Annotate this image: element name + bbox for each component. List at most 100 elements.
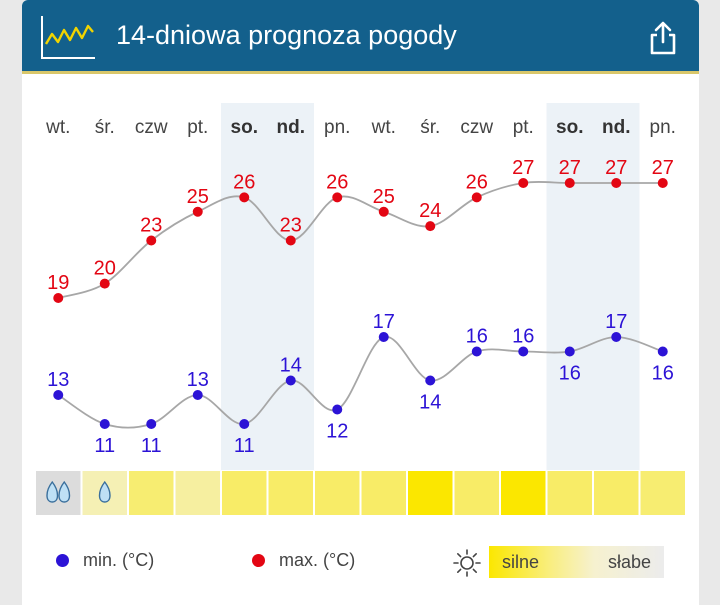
min-temp-point — [378, 332, 389, 342]
min-temp-label: 16 — [512, 326, 534, 348]
weekend-band — [593, 103, 640, 470]
max-temp-point — [192, 206, 203, 217]
sun-icon — [453, 549, 481, 577]
max-temp-label: 26 — [326, 171, 348, 193]
legend-min-marker — [56, 554, 69, 567]
max-temp-point — [239, 192, 250, 203]
max-temp-label: 23 — [140, 215, 162, 237]
day-label: so. — [556, 117, 583, 138]
max-temp-point — [99, 278, 110, 289]
rain-drop-icon — [58, 480, 71, 503]
max-temp-point — [657, 178, 668, 188]
sun-cell — [594, 471, 639, 515]
sun-cell — [315, 471, 360, 515]
max-temp-point — [285, 235, 296, 246]
day-label: czw — [460, 117, 493, 138]
max-temp-point — [53, 293, 64, 303]
min-temp-point — [192, 390, 203, 400]
max-temp-point — [425, 221, 436, 232]
day-label: śr. — [95, 117, 115, 138]
day-label: pn. — [650, 117, 676, 138]
max-temp-label: 25 — [187, 186, 209, 208]
rain-drop-icon — [46, 480, 59, 503]
min-temp-label: 14 — [280, 355, 302, 377]
max-temp-label: 27 — [559, 157, 581, 179]
max-temp-label: 27 — [512, 157, 534, 179]
sun-cell — [129, 471, 174, 515]
min-temp-label: 11 — [94, 435, 115, 457]
min-temp-label: 17 — [605, 311, 627, 333]
forecast-card: 14-dniowa prognoza pogody wt. śr. czw pt. so… — [22, 0, 699, 605]
max-temp-label: 26 — [466, 171, 488, 193]
min-temp-label: 14 — [419, 392, 441, 414]
sun-cell — [268, 471, 313, 515]
max-temp-point — [564, 178, 575, 188]
sun-strength-scale: silne słabe — [489, 546, 664, 578]
rain-drop-icon — [98, 480, 111, 503]
max-temp-point — [471, 192, 482, 203]
min-temp-point — [425, 375, 436, 386]
max-temp-label: 24 — [419, 200, 441, 222]
min-temp-label: 17 — [373, 311, 395, 333]
min-temp-point — [564, 346, 575, 357]
min-temp-line — [57, 336, 664, 429]
share-icon[interactable] — [647, 20, 679, 56]
day-label: so. — [231, 117, 258, 138]
max-temp-label: 26 — [233, 171, 255, 193]
sun-cell — [36, 471, 81, 515]
sun-cell — [361, 471, 406, 515]
page-title: 14-dniowa prognoza pogody — [116, 20, 457, 50]
min-temp-point — [471, 346, 482, 357]
legend-max-label: max. (°C) — [279, 550, 356, 570]
max-temp-point — [146, 235, 157, 246]
weekend-band — [221, 103, 268, 470]
sun-cell — [408, 471, 453, 515]
legend-min: min. (°C) — [56, 550, 154, 571]
day-label: śr. — [420, 117, 440, 138]
min-temp-label: 16 — [652, 363, 674, 385]
min-temp-label: 13 — [47, 369, 69, 391]
min-temp-point — [518, 346, 529, 357]
sun-strong-label: silne — [502, 551, 540, 572]
chart-logo-icon — [41, 16, 95, 59]
min-temp-label: 11 — [141, 435, 162, 457]
min-temp-point — [146, 419, 157, 429]
min-temp-point — [285, 375, 296, 386]
day-label: nd. — [602, 117, 631, 138]
max-temp-point — [378, 206, 389, 217]
max-temp-label: 25 — [373, 186, 395, 208]
sun-cell — [547, 471, 592, 515]
min-temp-point — [99, 419, 110, 429]
max-temp-point — [518, 178, 529, 188]
day-label: nd. — [277, 117, 306, 138]
legend-min-label: min. (°C) — [83, 550, 155, 570]
day-label: pt. — [513, 117, 534, 138]
min-temp-label: 16 — [466, 326, 488, 348]
legend-max-marker — [252, 554, 265, 567]
temperature-chart: wt. śr. czw pt. so. nd. pn. wt. śr. czw pt. so. nd. p… — [36, 103, 685, 515]
day-label: pt. — [187, 117, 208, 138]
max-temp-label: 23 — [280, 215, 302, 237]
min-temp-label: 11 — [234, 435, 255, 457]
sun-cell — [175, 471, 220, 515]
day-label: wt. — [371, 117, 396, 138]
weekend-band — [546, 103, 593, 470]
weekend-band — [267, 103, 314, 470]
day-label: wt. — [45, 117, 70, 138]
min-temp-label: 13 — [187, 369, 209, 391]
min-temp-label: 12 — [326, 421, 348, 443]
sun-cell — [222, 471, 267, 515]
max-temp-label: 19 — [47, 272, 69, 294]
sun-weak-label: słabe — [607, 551, 651, 572]
max-temp-label: 20 — [94, 258, 116, 280]
day-label: czw — [135, 117, 168, 138]
max-temp-point — [332, 192, 343, 203]
min-temp-point — [239, 419, 250, 429]
sun-cell — [501, 471, 546, 515]
sun-cell — [454, 471, 499, 515]
header: 14-dniowa prognoza pogody — [22, 0, 699, 74]
sun-cell — [640, 471, 685, 515]
max-temp-point — [611, 178, 622, 188]
min-temp-point — [53, 390, 64, 400]
max-temp-label: 27 — [605, 157, 627, 179]
